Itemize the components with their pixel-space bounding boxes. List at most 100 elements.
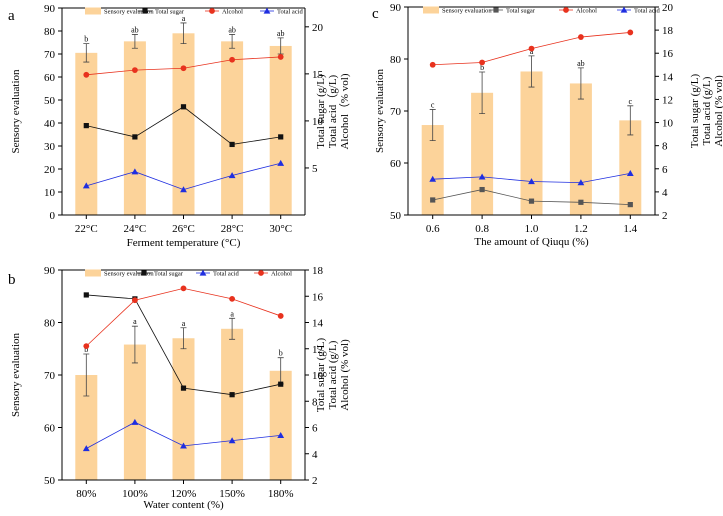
error-bar-c-4: [627, 105, 634, 136]
point-a-total_acid-0: [82, 182, 90, 189]
x-tick-label-a-3: 28°C: [221, 223, 244, 235]
significance-label-c-1: b: [480, 63, 484, 72]
bar-a-2: [172, 33, 195, 215]
point-b-total_acid-0: [82, 445, 90, 452]
point-a-alcohol-3: [229, 56, 236, 63]
y2-axis-title-c-0: Total sugar (g/L): [689, 73, 701, 148]
legend-label-c-0: Sensory evaluation: [442, 8, 492, 15]
y-tick-label-a-1: 10: [44, 187, 56, 199]
y2-tick-label-b-3: 8: [312, 396, 318, 408]
y-axis-title-b: Sensory evaluation: [10, 332, 22, 417]
point-b-total_acid-4: [277, 431, 285, 438]
x-tick-label-b-2: 120%: [171, 488, 197, 500]
point-c-sugar_c-2: [528, 198, 535, 204]
y-tick-label-c-3: 80: [390, 54, 402, 66]
bar-b-1: [123, 344, 146, 480]
y-tick-label-a-0: 0: [50, 210, 56, 222]
point-c-sugar_c-4: [627, 202, 633, 208]
x-tick-label-c-0: 0.6: [426, 223, 440, 235]
error-bar-b-1: [131, 325, 138, 364]
point-c-total_acid-2: [528, 178, 535, 185]
point-c-alcohol-4: [627, 29, 634, 36]
bar-c-1: [471, 92, 494, 215]
y2-tick-label-b-7: 16: [312, 291, 324, 303]
y2-tick-label-c-2: 6: [662, 164, 668, 176]
legend-marker-c-1: [493, 7, 499, 13]
point-b-total_sugar-3: [229, 392, 235, 398]
y-tick-label-b-0: 50: [44, 475, 56, 487]
significance-label-a-4: ab: [277, 29, 285, 38]
point-a-total_sugar-2: [180, 104, 187, 110]
panel-label-b: b: [8, 272, 16, 288]
y2-tick-label-c-3: 8: [662, 141, 668, 153]
y2-axis-title-c-1: Total acid (g/L): [701, 76, 713, 145]
y2-tick-label-c-7: 16: [662, 48, 674, 60]
significance-label-b-4: b: [279, 349, 283, 358]
legend-label-b-2: Total acid: [213, 271, 239, 278]
error-bar-c-0: [429, 109, 436, 142]
bar-a-0: [75, 52, 98, 215]
significance-label-a-0: b: [84, 35, 88, 44]
bar-b-3: [221, 328, 244, 480]
point-c-sugar_c-1: [479, 186, 485, 193]
y2-tick-label-b-6: 14: [312, 318, 324, 330]
error-bar-b-3: [229, 317, 236, 340]
point-b-total_acid-2: [180, 442, 187, 449]
point-a-total_sugar-1: [132, 134, 138, 140]
chart-panel-c: cbaabc506070809024681012141618200.60.81.…: [372, 2, 723, 248]
legend-label-c-2: Alcohol: [576, 8, 597, 15]
point-a-total_sugar-0: [83, 123, 89, 129]
bar-c-0: [421, 125, 444, 215]
y-tick-label-c-2: 70: [390, 106, 402, 118]
y-tick-label-c-4: 90: [390, 2, 402, 14]
point-c-sugar_c-3: [578, 199, 584, 205]
y-tick-label-a-8: 80: [44, 26, 56, 38]
legend-label-b-1: Total sugar: [154, 271, 184, 278]
bar-c-4: [619, 120, 642, 215]
y-axis-title-c: Sensory evaluation: [374, 68, 386, 153]
legend-label-a-2: Alcohol: [222, 9, 243, 16]
y-tick-label-b-4: 90: [44, 265, 56, 277]
point-c-sugar_c-0: [430, 197, 436, 203]
y2-tick-label-b-4: 10: [312, 370, 324, 382]
y2-tick-label-c-8: 18: [662, 25, 674, 37]
legend-label-c-3: Total acid: [634, 8, 660, 15]
error-bar-a-3: [229, 34, 236, 49]
point-a-total_sugar-3: [229, 141, 235, 148]
point-c-alcohol-0: [429, 61, 436, 68]
significance-label-a-2: a: [182, 14, 186, 23]
legend-marker-a-2: [209, 8, 215, 14]
bar-b-4: [269, 370, 292, 480]
y2-tick-label-a-2: 15: [312, 69, 324, 81]
y-tick-label-a-3: 30: [44, 141, 56, 153]
point-a-total_acid-2: [180, 186, 187, 193]
significance-label-c-4: c: [629, 97, 633, 106]
y-tick-label-c-0: 50: [390, 210, 402, 222]
point-a-total_acid-4: [277, 159, 285, 166]
significance-label-b-1: a: [133, 317, 137, 326]
y2-tick-label-b-2: 6: [312, 423, 318, 435]
point-a-total_sugar-4: [278, 134, 284, 140]
error-bar-c-2: [528, 55, 535, 88]
error-bar-c-1: [479, 71, 486, 114]
point-b-alcohol-2: [180, 285, 187, 292]
legend-marker-b-1: [141, 270, 147, 276]
point-c-total_acid-3: [577, 179, 585, 186]
error-bar-a-4: [277, 37, 284, 55]
point-c-total_acid-1: [478, 173, 486, 180]
bar-a-1: [123, 41, 146, 215]
y-tick-label-b-2: 70: [44, 370, 56, 382]
error-bar-a-2: [180, 22, 187, 45]
point-b-total_sugar-4: [278, 381, 284, 387]
y-tick-label-a-7: 70: [44, 49, 56, 61]
error-bar-b-2: [180, 327, 187, 350]
error-bar-a-0: [83, 43, 90, 63]
x-tick-label-a-1: 24°C: [124, 223, 147, 235]
bar-c-2: [520, 71, 543, 215]
legend-marker-b-3: [258, 270, 264, 276]
y-tick-label-a-2: 20: [44, 164, 56, 176]
x-axis-title-c: The amount of Qiuqu (%): [474, 236, 589, 248]
bar-b-2: [172, 338, 195, 480]
legend-marker-a-1: [142, 8, 148, 14]
